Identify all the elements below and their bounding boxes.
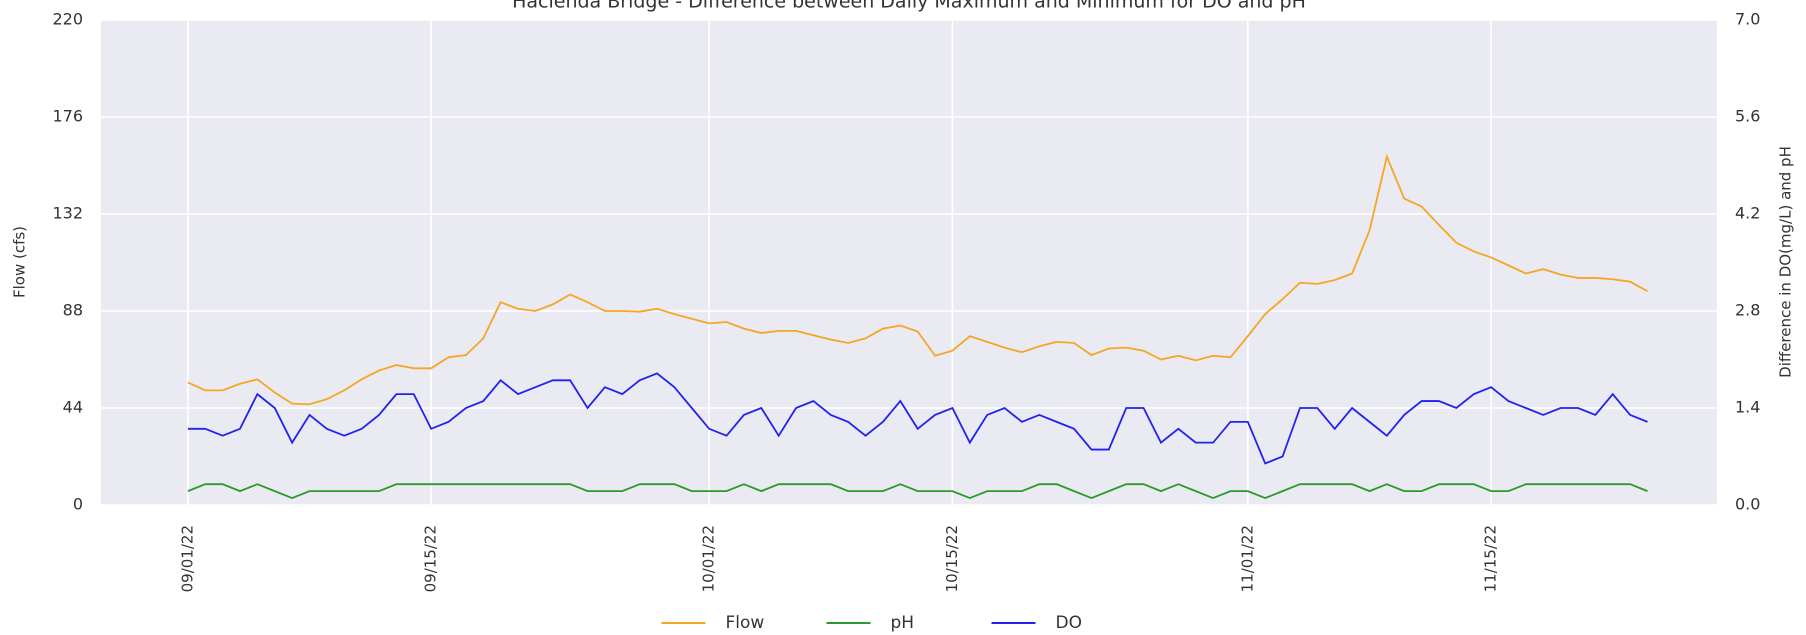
x-tick-label: 09/01/22 <box>178 525 196 592</box>
legend-label: Flow <box>726 613 765 633</box>
y2-axis-label: Difference in DO(mg/L) and pH <box>1777 146 1795 378</box>
y-tick-label: 176 <box>52 107 83 126</box>
plot-area <box>101 20 1717 505</box>
legend-label: pH <box>891 613 915 633</box>
y2-tick-label: 7.0 <box>1735 10 1760 29</box>
y2-tick-label: 2.8 <box>1735 301 1760 320</box>
x-tick-label: 11/01/22 <box>1238 525 1256 592</box>
y-tick-label: 220 <box>52 10 83 29</box>
y-tick-label: 0 <box>73 495 83 514</box>
data-line <box>187 153 1648 406</box>
y-tick-label: 132 <box>52 204 83 223</box>
y2-tick-label: 0.0 <box>1735 495 1760 514</box>
data-line <box>187 372 1648 465</box>
y2-tick-label: 5.6 <box>1735 107 1760 126</box>
legend-label: DO <box>1056 613 1082 633</box>
x-tick-label: 09/15/22 <box>422 525 440 592</box>
chart-title: Hacienda Bridge - Difference between Dai… <box>512 0 1306 13</box>
y-tick-label: 88 <box>63 301 83 320</box>
y2-tick-label: 1.4 <box>1735 398 1760 417</box>
y-axis-label: Flow (cfs) <box>11 226 29 298</box>
y2-tick-label: 4.2 <box>1735 204 1760 223</box>
y-tick-label: 44 <box>63 398 83 417</box>
x-tick-label: 10/01/22 <box>700 525 718 592</box>
data-line <box>187 483 1648 500</box>
x-tick-label: 11/15/22 <box>1482 525 1500 592</box>
x-tick-label: 10/15/22 <box>943 525 961 592</box>
